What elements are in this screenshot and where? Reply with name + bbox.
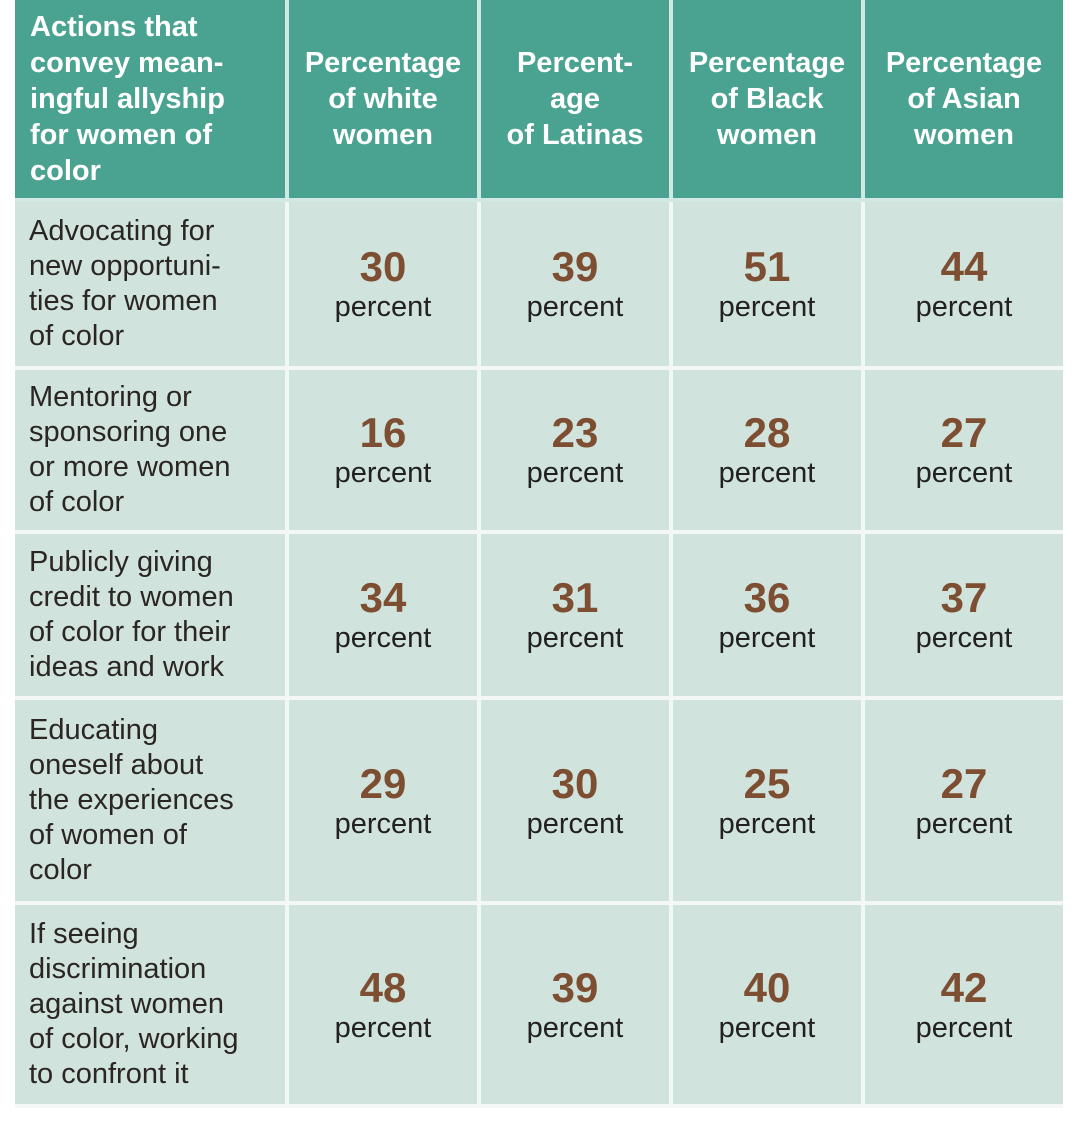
allyship-table: Actions that convey mean- ingful allyshi… xyxy=(15,0,1063,1108)
percent-value: 29 xyxy=(359,759,407,807)
value-cell: 28 percent xyxy=(673,370,865,534)
percent-unit-label: percent xyxy=(915,457,1013,489)
percent-unit-label: percent xyxy=(718,1011,816,1044)
percent-value: 23 xyxy=(551,409,599,456)
value-cell: 27 percent xyxy=(865,700,1063,905)
value-cell: 39 percent xyxy=(481,202,673,370)
column-header-actions: Actions that convey mean- ingful allyshi… xyxy=(15,0,289,202)
percent-unit-label: percent xyxy=(915,291,1013,323)
percent-value: 44 xyxy=(940,243,988,290)
percent-value: 27 xyxy=(940,409,988,456)
value-cell: 29 percent xyxy=(289,700,481,905)
row-label-educating: Educating oneself about the experiences … xyxy=(15,700,289,905)
percent-unit-label: percent xyxy=(526,457,624,489)
row-label-credit: Publicly giving credit to women of color… xyxy=(15,534,289,700)
percent-value: 30 xyxy=(359,243,407,290)
row-label-mentoring: Mentoring or sponsoring one or more wome… xyxy=(15,370,289,534)
percent-value: 30 xyxy=(551,759,599,807)
column-header-white-women: Percentage of white women xyxy=(289,0,481,202)
column-header-asian-women: Percentage of Asian women xyxy=(865,0,1063,202)
percent-unit-label: percent xyxy=(334,291,432,323)
row-label-confront: If seeing discrimination against women o… xyxy=(15,905,289,1108)
value-cell: 37 percent xyxy=(865,534,1063,700)
percent-value: 39 xyxy=(551,963,599,1011)
percent-unit-label: percent xyxy=(915,807,1013,840)
value-cell: 34 percent xyxy=(289,534,481,700)
value-cell: 31 percent xyxy=(481,534,673,700)
percent-unit-label: percent xyxy=(526,291,624,323)
percent-unit-label: percent xyxy=(526,622,624,654)
value-cell: 30 percent xyxy=(481,700,673,905)
percent-value: 25 xyxy=(743,759,791,807)
percent-unit-label: percent xyxy=(718,291,816,323)
percent-unit-label: percent xyxy=(718,807,816,840)
value-cell: 36 percent xyxy=(673,534,865,700)
percent-unit-label: percent xyxy=(915,1011,1013,1044)
percent-unit-label: percent xyxy=(526,1011,624,1044)
percent-unit-label: percent xyxy=(334,807,432,840)
value-cell: 42 percent xyxy=(865,905,1063,1108)
percent-value: 28 xyxy=(743,409,791,456)
value-cell: 16 percent xyxy=(289,370,481,534)
percent-value: 31 xyxy=(551,574,599,621)
value-cell: 27 percent xyxy=(865,370,1063,534)
percent-value: 48 xyxy=(359,963,407,1011)
percent-unit-label: percent xyxy=(334,1011,432,1044)
percent-unit-label: percent xyxy=(334,622,432,654)
percent-value: 51 xyxy=(743,243,791,290)
percent-value: 27 xyxy=(940,759,988,807)
value-cell: 39 percent xyxy=(481,905,673,1108)
value-cell: 23 percent xyxy=(481,370,673,534)
value-cell: 30 percent xyxy=(289,202,481,370)
percent-value: 16 xyxy=(359,409,407,456)
percent-unit-label: percent xyxy=(718,622,816,654)
percent-unit-label: percent xyxy=(334,457,432,489)
value-cell: 51 percent xyxy=(673,202,865,370)
column-header-latinas: Percent- age of Latinas xyxy=(481,0,673,202)
row-label-advocating: Advocating for new opportuni- ties for w… xyxy=(15,202,289,370)
percent-value: 40 xyxy=(743,963,791,1011)
percent-value: 42 xyxy=(940,963,988,1011)
percent-unit-label: percent xyxy=(915,622,1013,654)
value-cell: 25 percent xyxy=(673,700,865,905)
percent-value: 37 xyxy=(940,574,988,621)
percent-value: 39 xyxy=(551,243,599,290)
percent-value: 36 xyxy=(743,574,791,621)
percent-unit-label: percent xyxy=(718,457,816,489)
column-header-black-women: Percentage of Black women xyxy=(673,0,865,202)
value-cell: 44 percent xyxy=(865,202,1063,370)
percent-value: 34 xyxy=(359,574,407,621)
value-cell: 40 percent xyxy=(673,905,865,1108)
percent-unit-label: percent xyxy=(526,807,624,840)
value-cell: 48 percent xyxy=(289,905,481,1108)
